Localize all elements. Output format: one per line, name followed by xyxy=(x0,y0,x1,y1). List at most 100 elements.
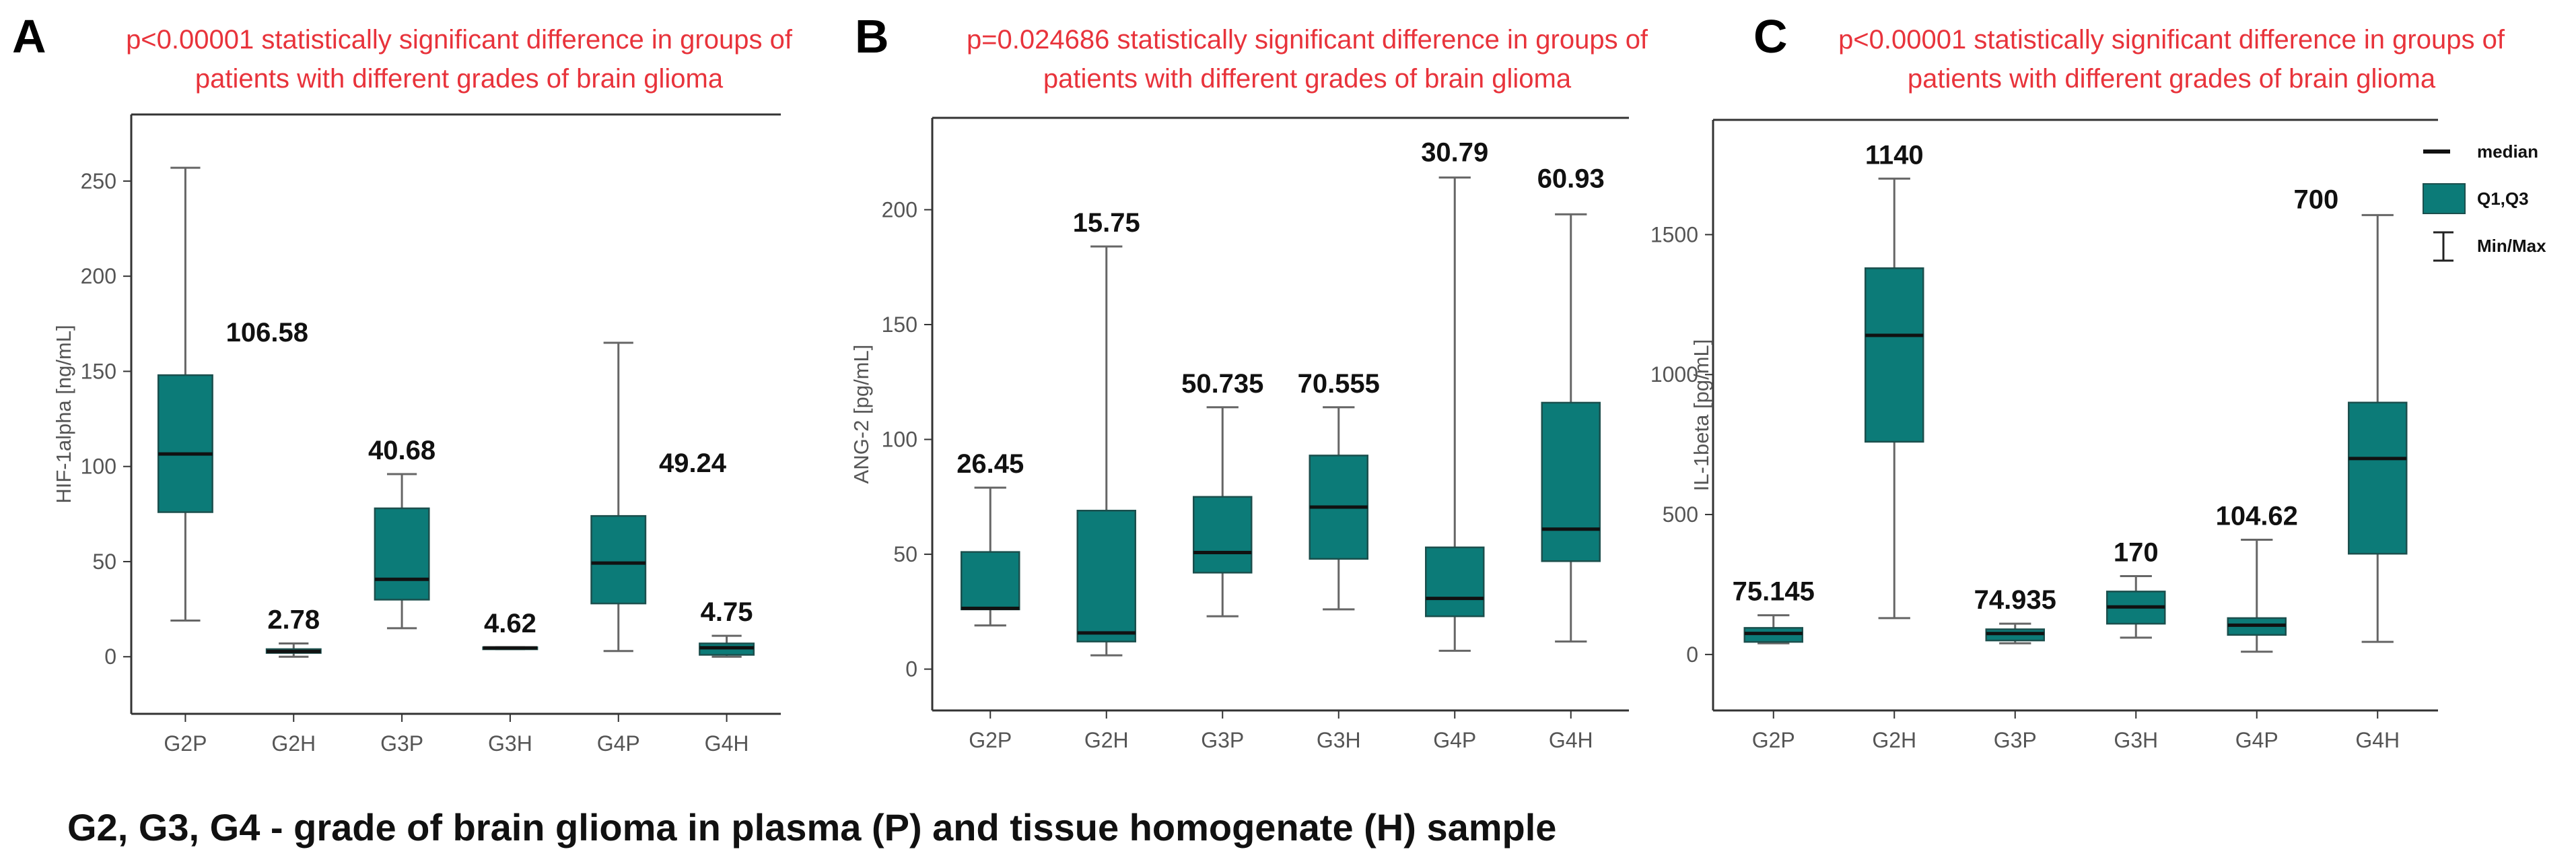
median-value-label: 60.93 xyxy=(1537,164,1605,193)
y-tick-label: 50 xyxy=(893,542,917,566)
panel-label: A xyxy=(12,10,46,63)
legend-item-whisker: Min/Max xyxy=(2433,231,2546,262)
iqr-box xyxy=(1425,546,1485,618)
median-value-label: 26.45 xyxy=(956,449,1024,479)
box-g3p xyxy=(1985,622,2045,644)
legend-item-median: median xyxy=(2423,141,2538,162)
y-axis-title: IL-1beta [pg/mL] xyxy=(1690,339,1713,492)
iqr-box xyxy=(961,551,1020,611)
y-axis-title: ANG-2 [pg/mL] xyxy=(849,345,873,484)
box-g3h xyxy=(2106,574,2166,639)
legend-item-label: median xyxy=(2477,141,2538,162)
significance-title-line: patients with different grades of brain … xyxy=(1043,64,1572,94)
y-axis-title: HIF-1alpha [ng/mL] xyxy=(52,325,75,503)
x-tick-label: G4H xyxy=(1549,728,1593,752)
median-value-label: 4.62 xyxy=(484,609,536,638)
median-value-label: 4.75 xyxy=(701,597,753,627)
x-tick-label: G2P xyxy=(1752,728,1795,752)
box-g2p xyxy=(157,166,213,622)
median-value-label: 700 xyxy=(2294,185,2339,214)
y-tick-label: 100 xyxy=(882,428,917,452)
box-g4p xyxy=(590,341,647,653)
iqr-box xyxy=(1541,401,1601,562)
legend: median Q1,Q3 Min/Max xyxy=(2423,141,2546,262)
legend-item-box: Q1,Q3 xyxy=(2423,183,2529,214)
median-value-label: 75.145 xyxy=(1733,577,1815,607)
box-g4h xyxy=(1541,213,1601,643)
y-tick-label: 200 xyxy=(81,264,116,288)
box-g4h xyxy=(699,634,755,658)
legend-item-label: Min/Max xyxy=(2477,236,2546,256)
x-tick-label: G4P xyxy=(597,731,640,756)
box-g3h xyxy=(482,646,538,651)
figure-footer-caption: G2, G3, G4 - grade of brain glioma in pl… xyxy=(67,806,1556,849)
median-value-label: 2.78 xyxy=(267,605,320,634)
significance-title-line: p<0.00001 statistically significant diff… xyxy=(126,25,793,55)
iqr-box xyxy=(1193,496,1253,574)
box-g2h xyxy=(1865,177,1924,620)
median-value-label: 170 xyxy=(2114,537,2159,567)
x-tick-label: G2P xyxy=(969,728,1012,752)
median-value-label: 1140 xyxy=(1865,140,1924,170)
significance-title-line: p<0.00001 statistically significant diff… xyxy=(1838,25,2505,55)
x-tick-label: G3P xyxy=(380,731,423,756)
legend-box-swatch xyxy=(2423,183,2466,214)
box-g2p xyxy=(1743,614,1803,644)
y-tick-label: 150 xyxy=(882,312,917,337)
x-tick-label: G4P xyxy=(1433,728,1476,752)
x-tick-label: G2H xyxy=(271,731,316,756)
median-value-label: 15.75 xyxy=(1073,208,1140,238)
median-value-label: 40.68 xyxy=(368,436,436,465)
box-g4h xyxy=(2348,213,2408,643)
y-tick-label: 1000 xyxy=(1650,362,1698,387)
significance-title-line: patients with different grades of brain … xyxy=(195,64,724,94)
y-tick-label: 0 xyxy=(104,644,116,669)
y-tick-label: 1500 xyxy=(1650,222,1698,246)
x-tick-label: G3H xyxy=(1317,728,1361,752)
x-tick-label: G3H xyxy=(488,731,532,756)
y-tick-label: 100 xyxy=(81,455,116,479)
median-value-label: 30.79 xyxy=(1421,138,1488,168)
iqr-box xyxy=(1076,510,1136,642)
box-g2h xyxy=(1076,245,1136,657)
x-tick-label: G2P xyxy=(164,731,207,756)
median-value-label: 70.555 xyxy=(1298,369,1380,399)
panel-label: C xyxy=(1753,10,1788,63)
iqr-box xyxy=(157,374,213,513)
x-tick-label: G4H xyxy=(2355,728,2400,752)
median-value-label: 74.935 xyxy=(1974,585,2056,615)
panel-label: B xyxy=(855,10,889,63)
median-value-label: 106.58 xyxy=(226,318,308,347)
box-g3p xyxy=(1193,406,1253,618)
y-tick-label: 500 xyxy=(1663,502,1698,527)
significance-title-line: p=0.024686 statistically significant dif… xyxy=(967,25,1648,55)
y-tick-label: 200 xyxy=(882,197,917,222)
iqr-box xyxy=(1865,267,1924,443)
y-tick-label: 150 xyxy=(81,359,116,383)
legend-item-label: Q1,Q3 xyxy=(2477,189,2529,209)
x-tick-label: G3H xyxy=(2114,728,2158,752)
x-tick-label: G2H xyxy=(1084,728,1129,752)
iqr-box xyxy=(374,507,430,601)
y-tick-label: 0 xyxy=(905,657,917,682)
iqr-box xyxy=(2348,401,2408,555)
box-g4p xyxy=(2227,538,2287,653)
median-value-label: 49.24 xyxy=(659,448,727,478)
x-tick-label: G3P xyxy=(1201,728,1244,752)
median-value-label: 104.62 xyxy=(2216,501,2298,531)
y-tick-label: 0 xyxy=(1686,642,1698,667)
x-tick-label: G4H xyxy=(705,731,749,756)
box-g2h xyxy=(265,642,322,658)
box-g4p xyxy=(1425,176,1485,652)
significance-title-line: patients with different grades of brain … xyxy=(1908,64,2436,94)
box-g3h xyxy=(1309,406,1368,611)
box-g2p xyxy=(961,486,1020,627)
y-tick-label: 250 xyxy=(81,169,116,193)
x-tick-label: G3P xyxy=(1994,728,2037,752)
y-tick-label: 50 xyxy=(92,550,116,574)
iqr-box xyxy=(590,514,647,605)
